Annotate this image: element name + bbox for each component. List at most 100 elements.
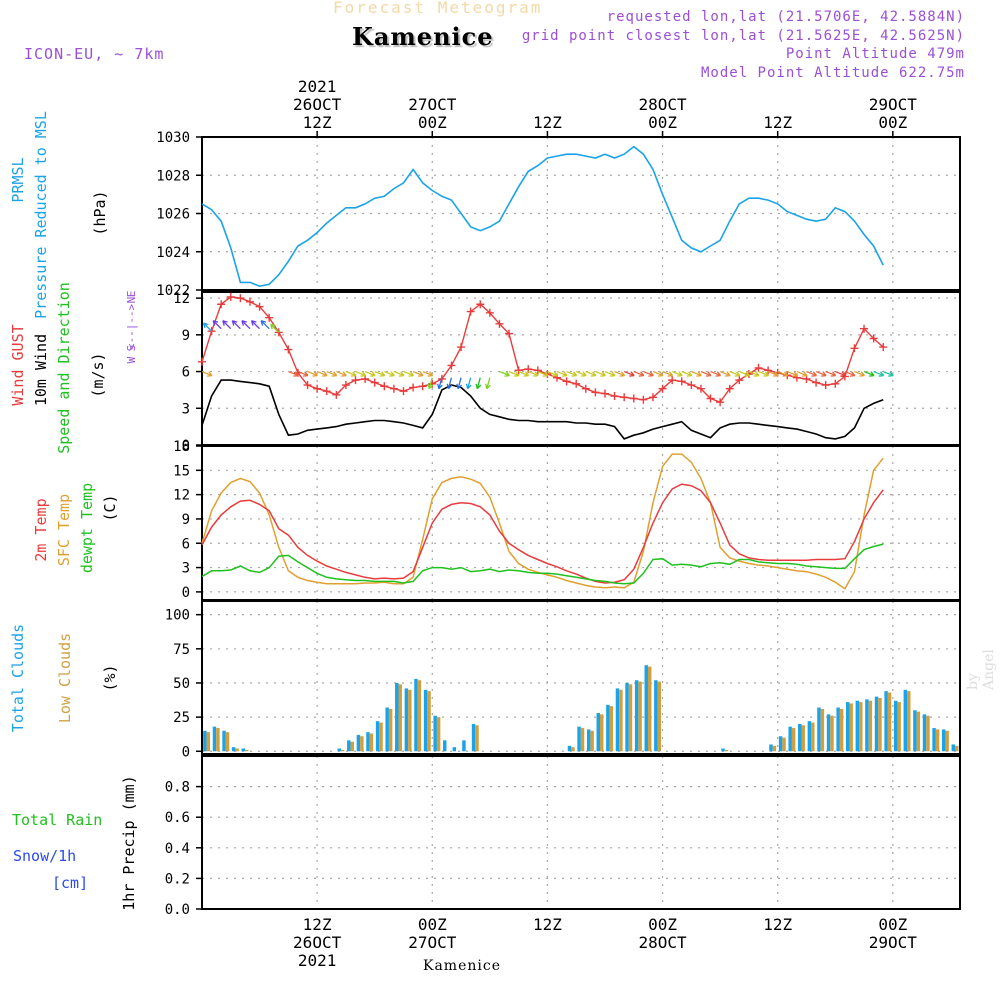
wind-arrow-head bbox=[849, 371, 856, 377]
wind-arrow-head bbox=[456, 383, 462, 390]
gust-marker bbox=[255, 302, 264, 311]
gust-marker bbox=[821, 381, 830, 390]
bottom-axis-label: 00Z bbox=[418, 915, 447, 934]
compass-north: N bbox=[125, 297, 138, 304]
wind-arrow-head bbox=[753, 371, 760, 377]
total-cloud-bar bbox=[433, 715, 437, 752]
wind-arrow bbox=[288, 370, 299, 377]
wind-arrow bbox=[681, 370, 692, 377]
bottom-axis-label: 27OCT bbox=[408, 933, 457, 952]
wind-arrow bbox=[844, 370, 856, 377]
panel-frame-clouds bbox=[201, 600, 961, 755]
wind-line bbox=[201, 379, 884, 440]
wind-arrow bbox=[393, 370, 405, 377]
gridpoint-coords: grid point closest lon,lat (21.5625E, 42… bbox=[521, 28, 965, 44]
gust-marker bbox=[572, 379, 581, 388]
total-cloud-bar bbox=[798, 723, 802, 752]
wind-arrow bbox=[882, 370, 894, 377]
wind-arrow-head bbox=[389, 371, 395, 377]
total-cloud-bar bbox=[462, 740, 466, 752]
gust-marker bbox=[639, 395, 648, 404]
y-tick-label: 6 bbox=[182, 536, 190, 552]
low-cloud-bar bbox=[360, 736, 364, 752]
wind-arrow bbox=[355, 370, 366, 377]
total-cloud-bar bbox=[846, 702, 850, 752]
wind-arrow bbox=[806, 370, 817, 377]
total-cloud-bar bbox=[769, 744, 773, 752]
y-tick-label: 0.8 bbox=[165, 780, 190, 796]
wind-arrow-head bbox=[763, 371, 770, 377]
wind-arrow-head bbox=[231, 320, 238, 326]
wind-arrow bbox=[662, 370, 673, 377]
low-cloud-bar bbox=[475, 725, 479, 752]
gust-marker bbox=[735, 376, 744, 385]
total-cloud-bar bbox=[212, 726, 217, 752]
gust-marker bbox=[217, 300, 226, 309]
total-cloud-bar bbox=[644, 665, 648, 752]
gust-marker bbox=[341, 381, 350, 390]
gust-marker bbox=[591, 388, 600, 397]
low-cloud-bar bbox=[225, 732, 230, 752]
low-cloud-bar bbox=[379, 722, 383, 752]
wind-arrow-head bbox=[686, 371, 693, 377]
wind-arrow bbox=[815, 370, 827, 377]
gust-marker bbox=[648, 393, 657, 402]
low-cloud-bar bbox=[907, 691, 911, 752]
gust-marker bbox=[265, 313, 274, 322]
wind-arrow-head bbox=[571, 371, 578, 377]
y-tick-label: 3 bbox=[182, 401, 190, 417]
gust-marker bbox=[620, 393, 629, 402]
gust-marker bbox=[303, 381, 312, 390]
wind-arrow-head bbox=[504, 371, 510, 377]
wind-arrow-head bbox=[705, 371, 712, 377]
wind-arrow bbox=[428, 377, 433, 389]
total-cloud-bar bbox=[471, 723, 476, 752]
low-cloud-bar bbox=[887, 692, 892, 752]
sfc-label: SFC Temp bbox=[55, 494, 73, 566]
gust-marker bbox=[533, 366, 542, 375]
gust-marker bbox=[850, 344, 859, 353]
bottom-axis-label: 29OCT bbox=[869, 933, 918, 952]
wind-unit-label: (m/s) bbox=[89, 352, 107, 397]
wind-arrow-head bbox=[715, 371, 722, 377]
low-cloud-bar bbox=[945, 730, 949, 752]
total-cloud-bar bbox=[241, 748, 245, 752]
pressure-label-2: Pressure Reduced to MSL bbox=[32, 111, 50, 319]
sfc-temp-line bbox=[201, 453, 884, 590]
top-axis-label: 12Z bbox=[303, 113, 332, 132]
total-cloud-bar bbox=[913, 710, 917, 752]
total-cloud-bar bbox=[366, 732, 370, 752]
dewpt-line bbox=[201, 543, 884, 585]
wind-arrow-head bbox=[533, 371, 539, 377]
wind-arrow bbox=[403, 370, 414, 377]
wind-arrow bbox=[729, 370, 740, 377]
wind-arrow-head bbox=[513, 371, 520, 377]
y-tick-label: 12 bbox=[173, 488, 190, 504]
y-tick-label: 0.0 bbox=[165, 902, 190, 918]
pressure-label-1: PRMSL bbox=[9, 157, 27, 202]
chart-subtitle: Forecast Meteogram bbox=[333, 0, 543, 17]
y-tick-label: 50 bbox=[173, 676, 190, 692]
wind-arrow-head bbox=[418, 371, 424, 377]
wind-arrow bbox=[710, 370, 721, 377]
wind-arrow bbox=[700, 370, 712, 377]
wind-arrow-head bbox=[370, 371, 376, 377]
total-cloud-bar bbox=[788, 726, 792, 752]
gust-marker bbox=[351, 376, 360, 385]
wind-arrow bbox=[873, 370, 884, 377]
wind-arrow bbox=[345, 370, 357, 377]
total-cloud-bar bbox=[606, 704, 610, 752]
low-cloud-bar bbox=[791, 728, 796, 752]
gust-marker bbox=[495, 319, 504, 328]
top-axis-label: 29OCT bbox=[869, 95, 918, 114]
y-tick-label: 3 bbox=[182, 561, 190, 577]
wind-arrow-head bbox=[561, 371, 568, 377]
wind-arrow bbox=[499, 370, 510, 377]
wind-arrow-head bbox=[523, 371, 530, 377]
wind-arrow-head bbox=[638, 371, 645, 377]
precip-unit-label: 1hr Precip (mm) bbox=[120, 775, 138, 910]
wind-arrow-head bbox=[398, 371, 405, 377]
gust-marker bbox=[600, 389, 609, 398]
wind-arrow bbox=[835, 370, 846, 377]
low-cloud-bar bbox=[647, 666, 652, 752]
